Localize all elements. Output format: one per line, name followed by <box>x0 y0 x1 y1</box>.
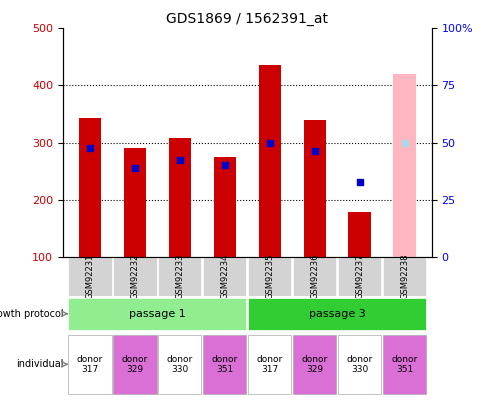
Text: GSM92232: GSM92232 <box>130 254 139 299</box>
Text: GSM92231: GSM92231 <box>85 254 94 299</box>
FancyBboxPatch shape <box>158 257 201 296</box>
Bar <box>303 119 325 257</box>
FancyBboxPatch shape <box>337 257 380 296</box>
Text: donor
330: donor 330 <box>166 355 193 374</box>
FancyBboxPatch shape <box>382 335 425 394</box>
Text: passage 1: passage 1 <box>129 309 185 319</box>
FancyBboxPatch shape <box>293 335 336 394</box>
FancyBboxPatch shape <box>68 298 246 330</box>
Text: GSM92235: GSM92235 <box>265 254 274 299</box>
FancyBboxPatch shape <box>248 257 291 296</box>
Text: donor
330: donor 330 <box>346 355 372 374</box>
Bar <box>213 157 236 257</box>
Text: donor
329: donor 329 <box>121 355 148 374</box>
FancyBboxPatch shape <box>113 257 156 296</box>
FancyBboxPatch shape <box>293 257 336 296</box>
Text: individual: individual <box>16 359 64 369</box>
Text: donor
317: donor 317 <box>256 355 282 374</box>
FancyBboxPatch shape <box>68 257 111 296</box>
FancyBboxPatch shape <box>68 335 111 394</box>
Bar <box>258 66 281 257</box>
Text: donor
317: donor 317 <box>77 355 103 374</box>
FancyBboxPatch shape <box>337 335 380 394</box>
Bar <box>393 74 415 257</box>
Bar <box>123 148 146 257</box>
Text: GSM92238: GSM92238 <box>399 254 408 299</box>
FancyBboxPatch shape <box>203 257 246 296</box>
Text: GSM92237: GSM92237 <box>354 254 363 299</box>
Bar <box>78 118 101 257</box>
FancyBboxPatch shape <box>248 335 291 394</box>
FancyBboxPatch shape <box>382 257 425 296</box>
Text: GSM92233: GSM92233 <box>175 254 184 299</box>
Bar <box>348 212 370 257</box>
Text: passage 3: passage 3 <box>308 309 365 319</box>
FancyBboxPatch shape <box>158 335 201 394</box>
FancyBboxPatch shape <box>203 335 246 394</box>
Text: GSM92234: GSM92234 <box>220 254 229 299</box>
FancyBboxPatch shape <box>248 298 425 330</box>
Title: GDS1869 / 1562391_at: GDS1869 / 1562391_at <box>166 12 328 26</box>
Text: donor
351: donor 351 <box>391 355 417 374</box>
FancyBboxPatch shape <box>113 335 156 394</box>
Text: donor
351: donor 351 <box>212 355 238 374</box>
Text: growth protocol: growth protocol <box>0 309 64 319</box>
Bar <box>168 138 191 257</box>
Text: GSM92236: GSM92236 <box>310 254 318 299</box>
Text: donor
329: donor 329 <box>301 355 327 374</box>
